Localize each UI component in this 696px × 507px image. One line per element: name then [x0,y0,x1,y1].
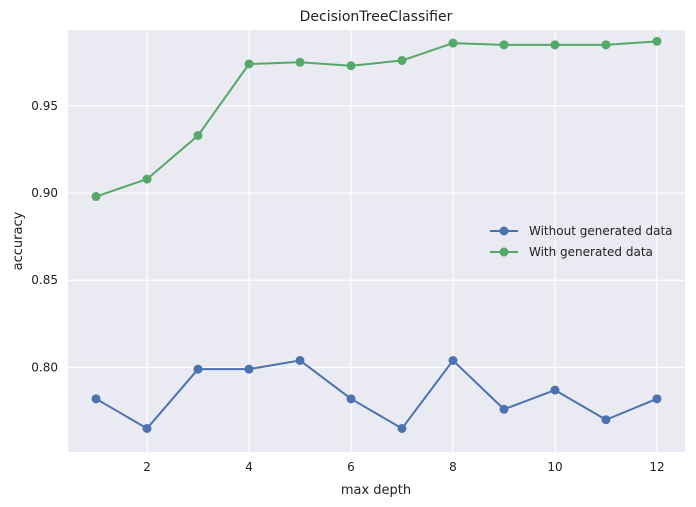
legend-label: Without generated data [529,224,673,238]
data-point [397,423,407,433]
data-point [448,355,458,365]
data-point [550,40,560,50]
x-tick-label: 10 [547,460,562,474]
data-point [193,364,203,374]
y-tick-label: 0.85 [31,273,58,287]
data-point [601,415,611,425]
legend-item: Without generated data [490,224,673,238]
data-point [346,61,356,71]
data-point [346,394,356,404]
plot-background [68,30,685,452]
legend-label: With generated data [529,245,653,259]
series-layer [91,36,662,433]
series-line [95,359,658,430]
series-line [95,40,658,198]
data-point [244,59,254,69]
legend: Without generated data With generated dat… [490,224,673,259]
x-axis-label: max depth [341,483,411,498]
y-tick-label: 0.95 [31,99,58,113]
data-point [499,40,509,50]
legend-marker [499,247,509,257]
data-point [295,355,305,365]
data-point [244,364,254,374]
y-axis-label: accuracy [11,211,26,270]
y-tick-label: 0.90 [31,186,58,200]
ticks: 2 4 6 8 10 12 0.80 0.85 0.90 0.95 [31,99,664,474]
data-point [448,38,458,48]
data-point [295,57,305,67]
x-tick-label: 6 [347,460,355,474]
x-tick-label: 2 [143,460,151,474]
series-1 [91,355,662,433]
data-point [142,174,152,184]
x-tick-label: 8 [449,460,457,474]
data-point [550,385,560,395]
chart-title: DecisionTreeClassifier [300,9,453,25]
y-tick-label: 0.80 [31,360,58,374]
data-point [91,192,101,202]
data-point [652,394,662,404]
data-point [601,40,611,50]
legend-item: With generated data [490,245,653,259]
data-point [193,131,203,140]
data-point [142,423,152,433]
data-point [652,36,662,46]
grid [68,30,685,452]
legend-marker [499,226,509,236]
series-2 [91,36,662,202]
x-tick-label: 12 [649,460,664,474]
data-point [397,56,407,66]
data-point [499,404,509,414]
x-tick-label: 4 [245,460,253,474]
data-point [91,394,101,404]
